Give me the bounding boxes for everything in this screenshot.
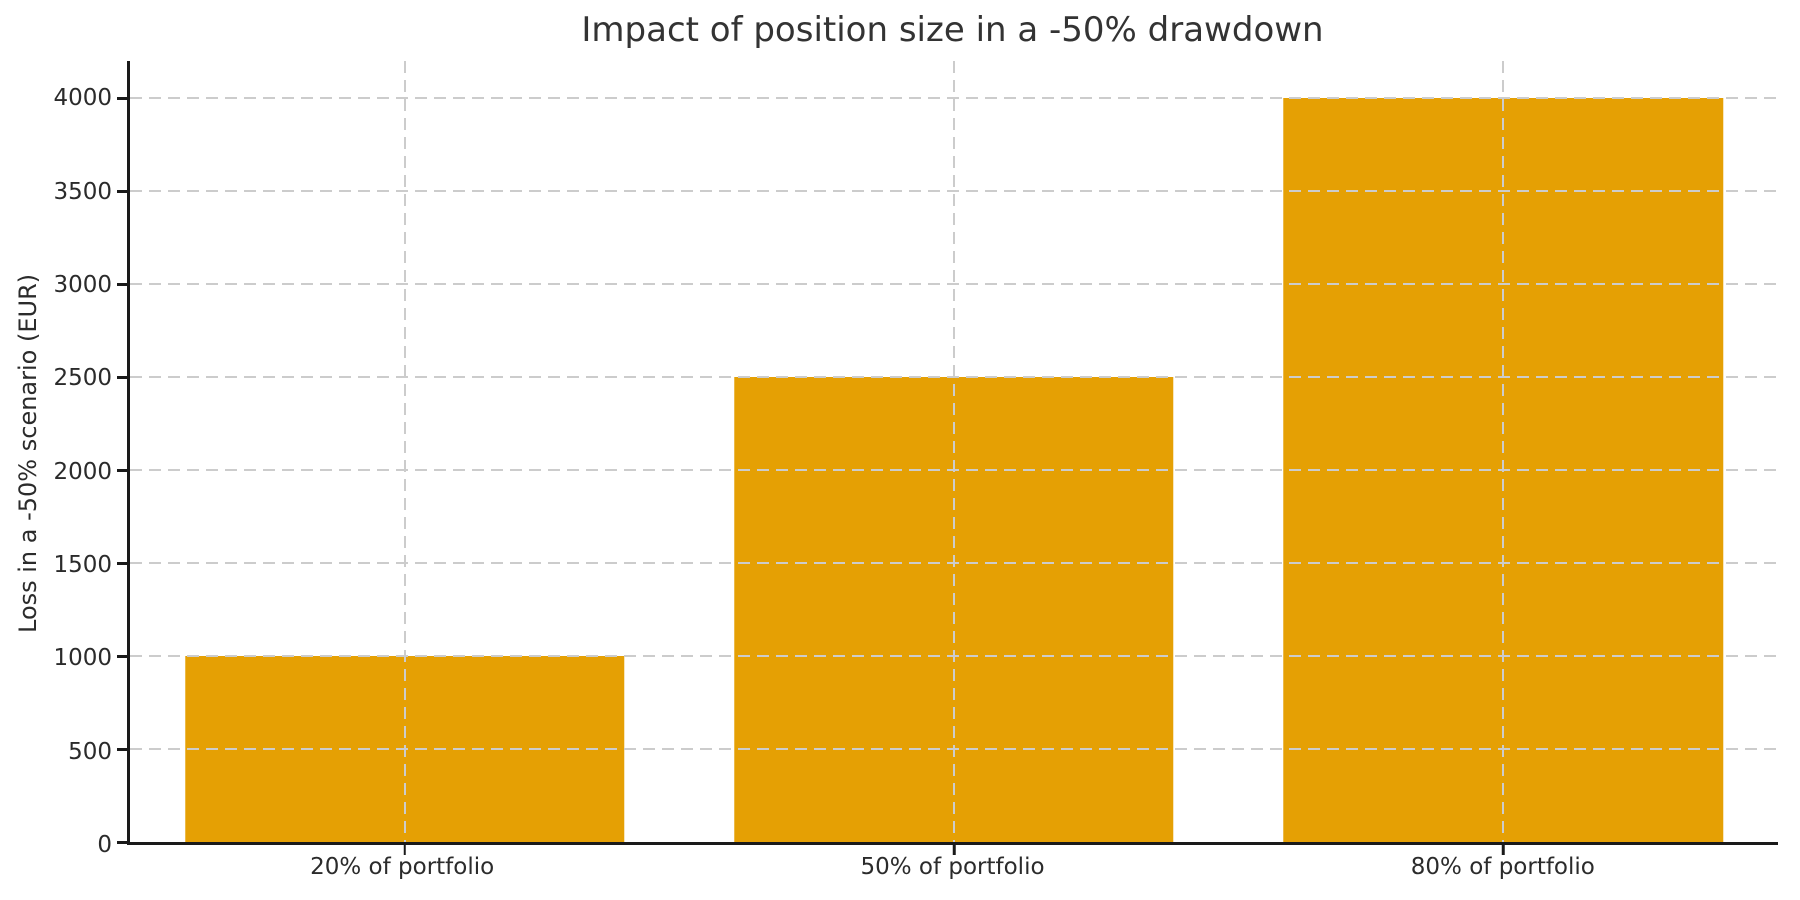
y-tick-mark (117, 283, 127, 286)
y-tick-label: 4000 (53, 85, 112, 112)
y-tick-label: 500 (68, 738, 112, 765)
x-tick-label: 50% of portfolio (860, 854, 1045, 880)
x-tick-mark (952, 845, 956, 855)
y-tick-mark (117, 469, 127, 472)
v-gridline (403, 61, 406, 842)
y-tick-mark (117, 748, 127, 751)
y-tick-mark (117, 562, 127, 565)
x-tick-labels: 20% of portfolio 50% of portfolio 80% of p… (127, 853, 1778, 893)
y-tick-label: 1500 (53, 552, 112, 578)
y-tick-label: 2500 (53, 365, 112, 392)
y-tick-mark (117, 376, 127, 379)
y-tick-mark (117, 655, 127, 658)
y-tick-label: 3500 (53, 178, 112, 205)
v-gridline (1502, 61, 1505, 842)
x-tick-mark (403, 845, 406, 855)
plot-area (117, 61, 1778, 855)
y-tick-label: 1000 (53, 645, 112, 672)
y-tick-label: 3000 (53, 271, 112, 298)
y-tick-mark (117, 97, 127, 100)
y-tick-label: 2000 (53, 458, 112, 485)
v-gridline (953, 61, 955, 842)
y-tick-labels: 0 500 1000 1500 2000 2500 3000 3500 4000 (0, 61, 112, 858)
y-tick-mark (117, 190, 127, 193)
y-tick-mark (117, 841, 127, 844)
x-tick-mark (1502, 845, 1505, 855)
y-tick-label: 0 (97, 832, 112, 858)
ticks-layer (117, 61, 1778, 855)
x-tick-label: 80% of portfolio (1410, 854, 1595, 880)
chart-title: Impact of position size in a -50% drawdo… (581, 10, 1324, 50)
gridlines-layer (130, 61, 1778, 842)
x-tick-label: 20% of portfolio (310, 854, 495, 880)
